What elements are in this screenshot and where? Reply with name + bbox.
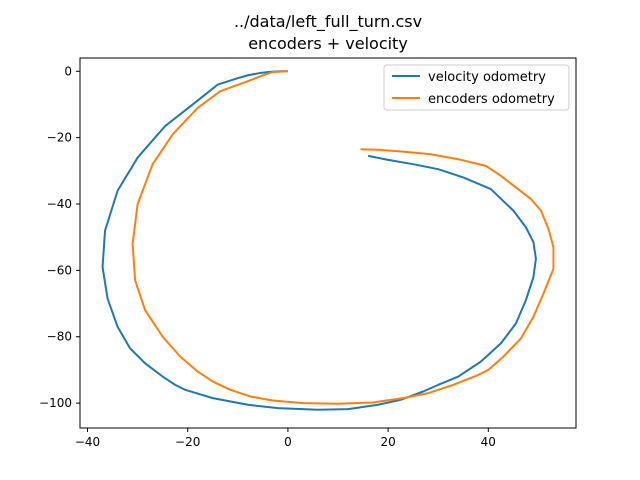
axes-frame — [79, 57, 577, 429]
series-line-encoders-odometry — [131, 70, 555, 405]
x-tick-label: 0 — [284, 435, 292, 449]
y-tick-label: −60 — [47, 263, 72, 277]
y-tick-label: −80 — [47, 330, 72, 344]
chart-title: ../data/left_full_turn.csv — [234, 12, 422, 32]
y-tick-label: 0 — [64, 64, 72, 78]
y-tick-label: −40 — [47, 197, 72, 211]
x-tick-label: 40 — [481, 435, 496, 449]
legend-label-velocity-odometry: velocity odometry — [428, 70, 546, 85]
legend-label-encoders-odometry: encoders odometry — [428, 92, 555, 107]
legend: velocity odometry encoders odometry — [383, 64, 570, 111]
y-axis-ticks: 0 −20 −40 −60 −80 −100 — [39, 64, 80, 410]
y-tick-label: −100 — [39, 396, 72, 410]
legend-box — [383, 64, 570, 111]
x-tick-label: 20 — [380, 435, 395, 449]
series-line-velocity-odometry — [101, 70, 537, 411]
x-tick-label: −40 — [75, 435, 100, 449]
chart-subtitle: encoders + velocity — [248, 34, 408, 53]
x-axis-ticks: −40 −20 0 20 40 — [75, 428, 496, 449]
series-layer — [101, 70, 555, 411]
x-tick-label: −20 — [175, 435, 200, 449]
y-tick-label: −20 — [47, 131, 72, 145]
